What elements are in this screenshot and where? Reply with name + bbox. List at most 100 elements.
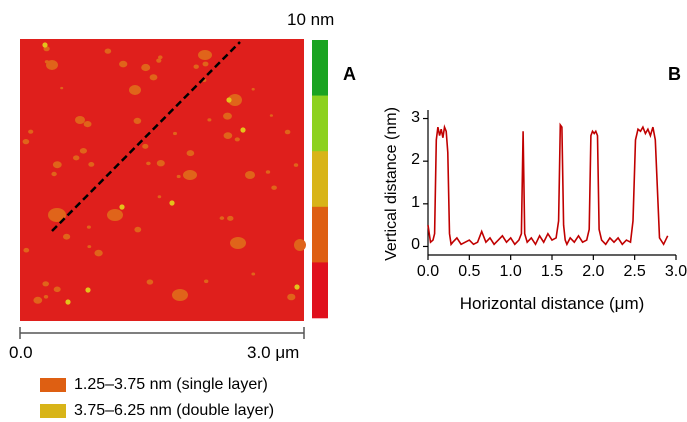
flake — [79, 148, 87, 154]
flake — [73, 155, 80, 161]
flake — [158, 55, 163, 60]
flake — [223, 132, 233, 140]
y-tick-label: 2 — [411, 151, 420, 169]
flake — [33, 296, 43, 304]
flake — [119, 60, 128, 68]
flake — [83, 121, 92, 128]
bright-spot — [42, 42, 48, 48]
flake — [51, 171, 57, 177]
y-tick-label: 1 — [411, 193, 420, 211]
x-tick-label: 1.5 — [540, 263, 564, 280]
flake — [53, 286, 61, 293]
flake — [269, 114, 273, 117]
flake — [146, 279, 154, 285]
bright-spot — [240, 127, 246, 133]
flake — [198, 50, 212, 60]
flake — [46, 60, 58, 70]
flake — [43, 295, 49, 299]
flake — [44, 60, 50, 64]
flake — [42, 281, 49, 287]
scale-end-label: 3.0 μm — [247, 343, 300, 362]
x-tick-label: 1.0 — [499, 263, 522, 280]
flake — [251, 272, 256, 276]
flake — [63, 233, 71, 240]
flake — [251, 87, 255, 91]
bright-spot — [169, 200, 175, 206]
x-tick-label: 0.5 — [458, 263, 481, 280]
flake — [60, 86, 64, 90]
flake — [271, 185, 277, 190]
legend-swatch — [40, 378, 66, 392]
flake — [223, 112, 232, 120]
colorbar-segment — [312, 95, 328, 152]
flake — [142, 143, 149, 149]
flake — [219, 216, 225, 220]
flake — [87, 245, 92, 249]
flake — [202, 61, 209, 67]
flake — [52, 161, 62, 169]
flake — [22, 139, 30, 145]
flake — [156, 160, 165, 167]
flake — [133, 117, 142, 124]
y-tick-label: 0 — [411, 236, 420, 254]
legend-label: 1.25–3.75 nm (single layer) — [74, 376, 268, 393]
flake — [230, 237, 246, 249]
flake — [149, 74, 158, 81]
x-tick-label: 2.5 — [623, 263, 646, 280]
flake — [207, 118, 212, 122]
flake — [186, 150, 195, 157]
flake — [88, 162, 95, 167]
flake — [293, 163, 299, 167]
legend-swatch — [40, 404, 66, 418]
flake — [284, 129, 291, 135]
flake — [28, 129, 34, 134]
flake — [156, 58, 162, 63]
flake — [228, 94, 242, 106]
flake — [227, 215, 234, 221]
flake — [176, 174, 181, 179]
flake — [75, 116, 85, 124]
bright-spot — [119, 204, 125, 210]
colorbar-segment — [312, 151, 328, 208]
flake — [204, 279, 209, 284]
legend-label: 3.75–6.25 nm (double layer) — [74, 402, 275, 419]
colorbar-max-label: 10 nm — [287, 10, 335, 29]
panel-label-b: B — [668, 64, 681, 84]
x-tick-label: 2.0 — [582, 263, 605, 280]
flake — [245, 171, 255, 179]
y-axis-label: Vertical distance (nm) — [383, 107, 400, 261]
profile-series-line — [427, 122, 669, 247]
flake — [104, 48, 112, 54]
flake — [23, 247, 30, 253]
legend-item-double-layer: 3.75–6.25 nm (double layer) — [40, 402, 274, 420]
flake — [94, 249, 103, 257]
colorbar-segment — [312, 40, 328, 96]
flake — [48, 208, 66, 222]
colorbar-segment — [312, 206, 328, 263]
flake — [172, 289, 188, 301]
afm-flakes — [22, 42, 306, 305]
flake — [129, 85, 141, 95]
x-tick-label: 3.0 — [664, 263, 687, 280]
x-tick-label: 0.0 — [416, 263, 440, 280]
color-bar — [312, 40, 328, 319]
scale-start-label: 0.0 — [9, 343, 33, 362]
panel-label-a: A — [343, 64, 356, 84]
height-profile-chart — [423, 110, 677, 260]
bright-spot — [65, 299, 71, 305]
flake — [183, 170, 197, 180]
flake — [265, 170, 271, 174]
bright-spot — [226, 97, 232, 103]
flake — [294, 239, 306, 251]
y-tick-label: 3 — [411, 108, 420, 126]
flake — [287, 293, 296, 301]
flake — [173, 131, 177, 136]
afm-image — [20, 39, 306, 321]
flake — [193, 64, 199, 69]
afm-topography-map — [20, 39, 304, 321]
bright-spot — [294, 284, 300, 290]
flake — [157, 195, 162, 199]
flake — [86, 225, 91, 229]
colorbar-segment — [312, 262, 328, 319]
